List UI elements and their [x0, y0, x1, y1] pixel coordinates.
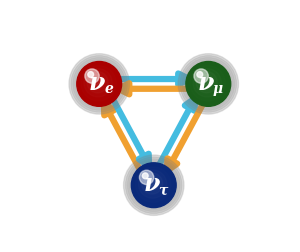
Circle shape: [124, 155, 184, 215]
Circle shape: [73, 58, 125, 111]
Circle shape: [93, 78, 100, 85]
Circle shape: [186, 62, 231, 107]
Circle shape: [136, 167, 171, 203]
Circle shape: [128, 159, 180, 212]
Text: e: e: [104, 82, 113, 96]
Circle shape: [178, 54, 238, 115]
Circle shape: [133, 164, 175, 207]
Circle shape: [142, 173, 148, 179]
Circle shape: [75, 60, 124, 109]
Circle shape: [71, 56, 128, 113]
Circle shape: [85, 70, 99, 84]
Text: τ: τ: [158, 183, 168, 197]
Circle shape: [199, 75, 213, 89]
Text: μ: μ: [213, 82, 223, 96]
Circle shape: [138, 170, 167, 199]
Circle shape: [140, 171, 154, 185]
Text: ν: ν: [198, 70, 214, 94]
Circle shape: [87, 72, 108, 93]
Circle shape: [78, 63, 121, 106]
Circle shape: [88, 72, 94, 78]
Circle shape: [180, 56, 236, 113]
Circle shape: [144, 176, 159, 190]
Circle shape: [84, 69, 112, 98]
Text: ν: ν: [143, 171, 160, 195]
Circle shape: [197, 72, 203, 78]
Circle shape: [187, 63, 230, 106]
Circle shape: [131, 163, 176, 208]
Circle shape: [202, 78, 209, 85]
Circle shape: [90, 75, 104, 89]
Circle shape: [81, 66, 116, 102]
Circle shape: [141, 173, 163, 194]
Circle shape: [190, 66, 226, 102]
Circle shape: [196, 72, 217, 93]
Circle shape: [77, 62, 122, 107]
Circle shape: [129, 161, 178, 210]
Circle shape: [184, 60, 232, 109]
Text: ν: ν: [89, 70, 105, 94]
Circle shape: [193, 69, 221, 98]
Circle shape: [125, 157, 182, 214]
Circle shape: [182, 58, 235, 111]
Circle shape: [147, 179, 155, 186]
Circle shape: [194, 70, 208, 84]
Circle shape: [69, 54, 129, 115]
